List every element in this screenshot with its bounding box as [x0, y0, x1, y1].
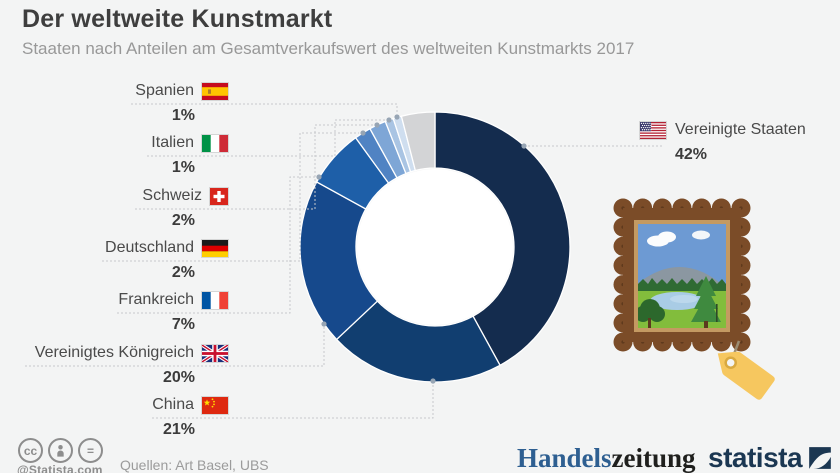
donut-chart — [299, 111, 571, 383]
statista-flag-icon — [809, 447, 831, 469]
percent-value: 42% — [675, 146, 708, 163]
leader-line — [135, 124, 373, 210]
country-label: Spanien — [135, 82, 194, 99]
leader-line — [117, 176, 315, 314]
label-vereinigte-staaten: Vereinigte Staaten 42% — [640, 121, 806, 164]
label-china: China 21% — [0, 396, 228, 439]
china-flag-icon — [202, 396, 228, 414]
label-deutschland: Deutschland 2% — [0, 239, 228, 282]
page-subtitle: Staaten nach Anteilen am Gesamtverkaufsw… — [22, 39, 635, 58]
country-label: China — [152, 396, 194, 413]
leader-line — [147, 119, 385, 157]
germany-flag-icon — [202, 239, 228, 257]
leader-dot — [521, 143, 527, 149]
cc-icon: cc — [18, 438, 43, 463]
label-schweiz: Schweiz 2% — [0, 187, 228, 230]
leader-dot — [374, 122, 380, 128]
cc-no-derivatives-icon: = — [78, 438, 103, 463]
country-label: Frankreich — [118, 291, 194, 308]
sources-text: Quellen: Art Basel, UBS — [120, 457, 269, 473]
country-label: Schweiz — [142, 187, 202, 204]
percent-value: 21% — [162, 421, 195, 438]
statista-attribution: @Statista.com — [17, 463, 103, 473]
usa-flag-icon — [640, 121, 666, 139]
creative-commons-icons: cc = — [18, 438, 103, 463]
leader-dot — [321, 321, 327, 327]
country-label: Deutschland — [105, 239, 194, 256]
country-label: Vereinigte Staaten — [675, 121, 806, 138]
label-spanien: Spanien 1% — [0, 82, 228, 125]
donut-hole — [357, 169, 513, 325]
donut-segment-Vereinigte Staaten — [434, 111, 571, 367]
label-frankreich: Frankreich 7% — [0, 291, 228, 334]
italy-flag-icon — [202, 134, 228, 152]
percent-value: 1% — [171, 159, 195, 176]
label-vereinigtes-koenigreich: Vereinigtes Königreich 20% — [0, 344, 228, 387]
leader-dot — [394, 114, 400, 120]
statista-logo: statista — [708, 442, 833, 473]
spain-flag-icon — [202, 82, 228, 100]
donut-segment-other — [400, 111, 436, 172]
country-label: Vereinigtes Königreich — [34, 344, 194, 361]
percent-value: 7% — [171, 316, 195, 333]
framed-painting-illustration — [613, 198, 775, 400]
percent-value: 2% — [171, 212, 195, 229]
leader-line — [25, 327, 325, 367]
landscape-painting — [638, 224, 726, 328]
leader-dot — [430, 378, 436, 384]
leader-dot — [386, 117, 392, 123]
page-title: Der weltweite Kunstmarkt — [22, 5, 333, 33]
france-flag-icon — [202, 291, 228, 309]
percent-value: 20% — [162, 369, 195, 386]
switzerland-flag-icon — [210, 187, 228, 205]
leader-dot — [360, 130, 366, 136]
label-italien: Italien 1% — [0, 134, 228, 177]
percent-value: 1% — [171, 107, 195, 124]
uk-flag-icon — [202, 344, 228, 362]
country-label: Italien — [151, 134, 194, 151]
handelszeitung-logo: Handelszeitung — [517, 443, 696, 473]
leader-dot — [316, 174, 322, 180]
cc-attribution-person-icon — [48, 438, 73, 463]
price-tag-icon — [717, 351, 775, 400]
leader-line — [131, 103, 398, 113]
percent-value: 2% — [171, 264, 195, 281]
leader-line — [152, 385, 434, 419]
leader-line — [102, 132, 359, 262]
